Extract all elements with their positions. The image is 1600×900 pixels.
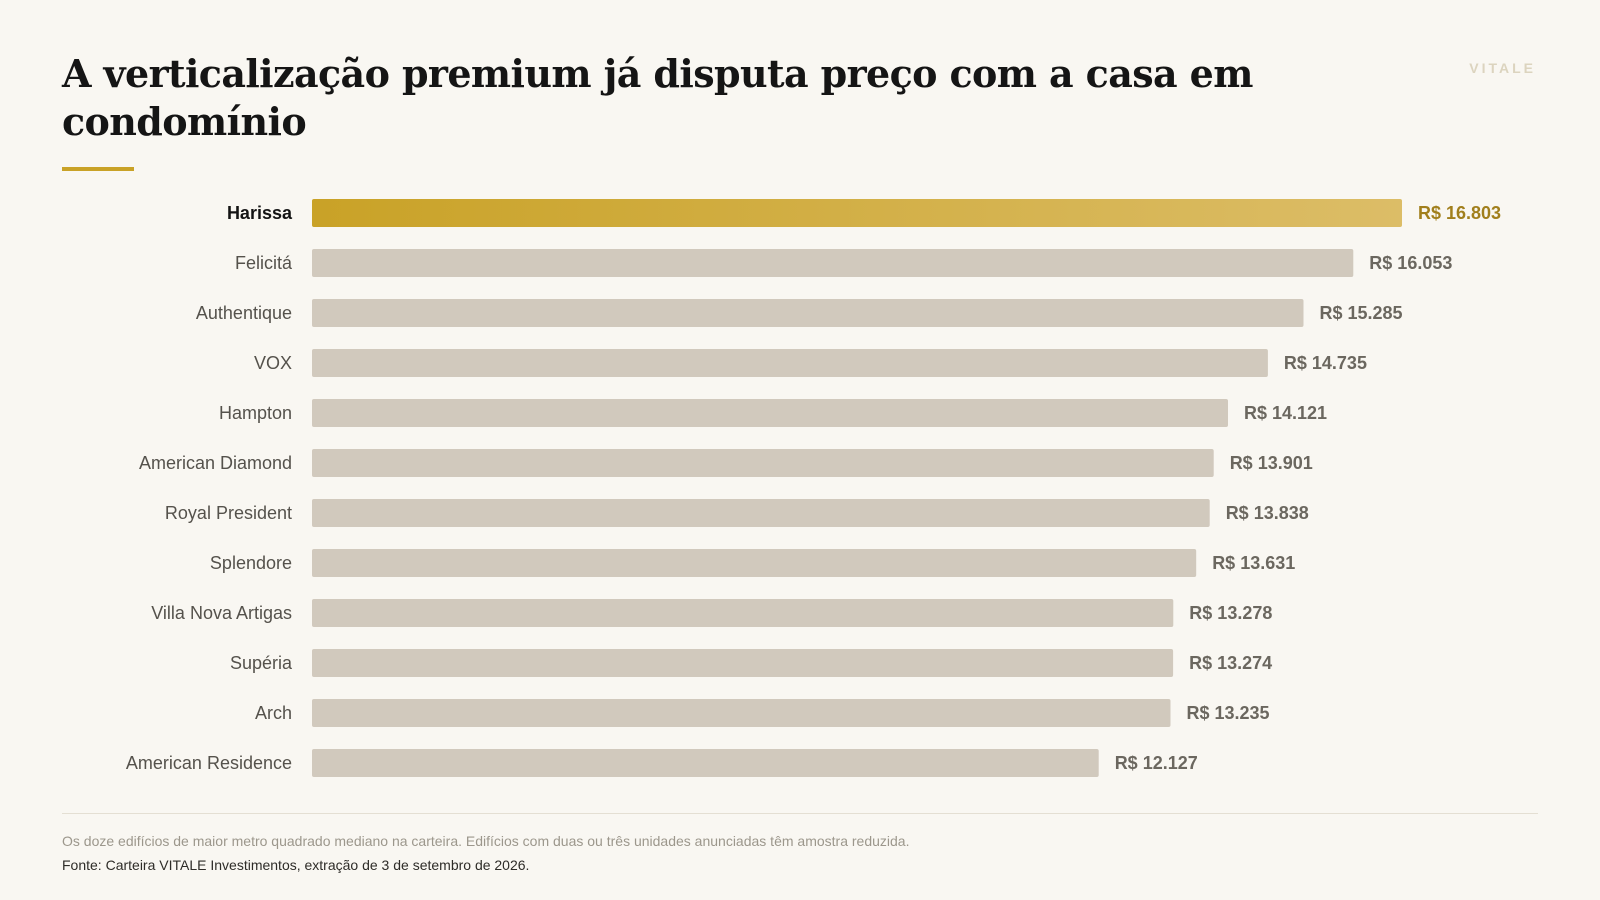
bar-item: [312, 699, 1171, 727]
value-label: R$ 13.838: [1226, 503, 1309, 523]
bar-item: [312, 599, 1174, 627]
footer-divider: [62, 813, 1538, 814]
value-label: R$ 13.274: [1189, 653, 1272, 673]
category-label: American Residence: [126, 753, 292, 773]
value-label: R$ 14.735: [1284, 353, 1367, 373]
chart-source: Fonte: Carteira VITALE Investimentos, ex…: [62, 857, 530, 873]
category-label: Royal President: [165, 503, 292, 523]
value-label: R$ 16.803: [1418, 203, 1501, 223]
category-label: Hampton: [219, 403, 292, 423]
bar-item: [312, 649, 1174, 677]
bar-chart: Harissa R$ 16.803 Felicitá R$ 16.053 Authent…: [126, 199, 1501, 777]
bar-item: [312, 349, 1268, 377]
title-accent-rule: [62, 167, 134, 171]
chart-note: Os doze edifícios de maior metro quadrad…: [62, 833, 910, 849]
bar-item: [312, 549, 1197, 577]
category-label: Felicitá: [235, 253, 293, 273]
category-label: VOX: [254, 353, 292, 373]
chart-title: A verticalização premium já disputa preç…: [62, 51, 1253, 144]
bar-item: [312, 499, 1210, 527]
category-label: Supéria: [230, 653, 293, 673]
category-label: American Diamond: [139, 453, 292, 473]
bar-item: [312, 749, 1099, 777]
value-label: R$ 13.278: [1189, 603, 1272, 623]
category-label: Villa Nova Artigas: [151, 603, 292, 623]
bar-item: [312, 299, 1304, 327]
value-label: R$ 14.121: [1244, 403, 1327, 423]
brand-logo: VITALE: [1469, 60, 1536, 76]
bar-highlight: [312, 199, 1402, 227]
category-label: Splendore: [210, 553, 292, 573]
value-label: R$ 13.901: [1230, 453, 1313, 473]
value-label: R$ 13.235: [1187, 703, 1270, 723]
value-label: R$ 15.285: [1320, 303, 1403, 323]
value-label: R$ 16.053: [1369, 253, 1452, 273]
category-label: Harissa: [227, 203, 293, 223]
chart-bars: Harissa R$ 16.803 Felicitá R$ 16.053 Authent…: [126, 199, 1501, 777]
category-label: Authentique: [196, 303, 292, 323]
category-label: Arch: [255, 703, 292, 723]
value-label: R$ 13.631: [1212, 553, 1295, 573]
value-label: R$ 12.127: [1115, 753, 1198, 773]
bar-item: [312, 399, 1228, 427]
bar-item: [312, 249, 1354, 277]
bar-item: [312, 449, 1214, 477]
